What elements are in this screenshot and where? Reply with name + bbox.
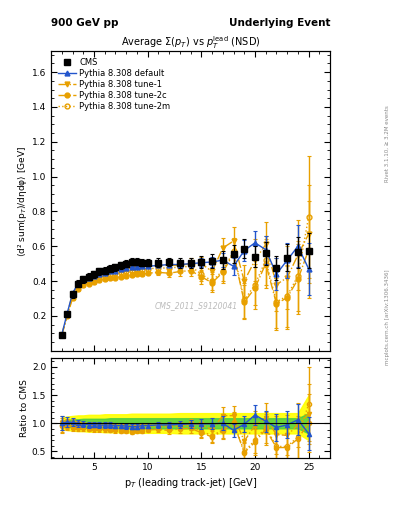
Text: 900 GeV pp: 900 GeV pp [51, 18, 119, 28]
X-axis label: p$_T$ (leading track-jet) [GeV]: p$_T$ (leading track-jet) [GeV] [124, 476, 257, 490]
Y-axis label: ⟨d² sum(p$_T$)/dηdφ⟩ [GeV]: ⟨d² sum(p$_T$)/dηdφ⟩ [GeV] [16, 145, 29, 257]
Text: Underlying Event: Underlying Event [229, 18, 330, 28]
Text: Rivet 3.1.10, ≥ 3.2M events: Rivet 3.1.10, ≥ 3.2M events [385, 105, 389, 182]
Title: Average $\Sigma(p_T)$ vs $p_T^{\rm lead}$ (NSD): Average $\Sigma(p_T)$ vs $p_T^{\rm lead}… [121, 34, 261, 51]
Y-axis label: Ratio to CMS: Ratio to CMS [20, 379, 29, 437]
Legend: CMS, Pythia 8.308 default, Pythia 8.308 tune-1, Pythia 8.308 tune-2c, Pythia 8.3: CMS, Pythia 8.308 default, Pythia 8.308 … [55, 55, 173, 114]
Text: mcplots.cern.ch [arXiv:1306.3436]: mcplots.cern.ch [arXiv:1306.3436] [385, 270, 389, 365]
Text: CMS_2011_S9120041: CMS_2011_S9120041 [154, 301, 238, 310]
